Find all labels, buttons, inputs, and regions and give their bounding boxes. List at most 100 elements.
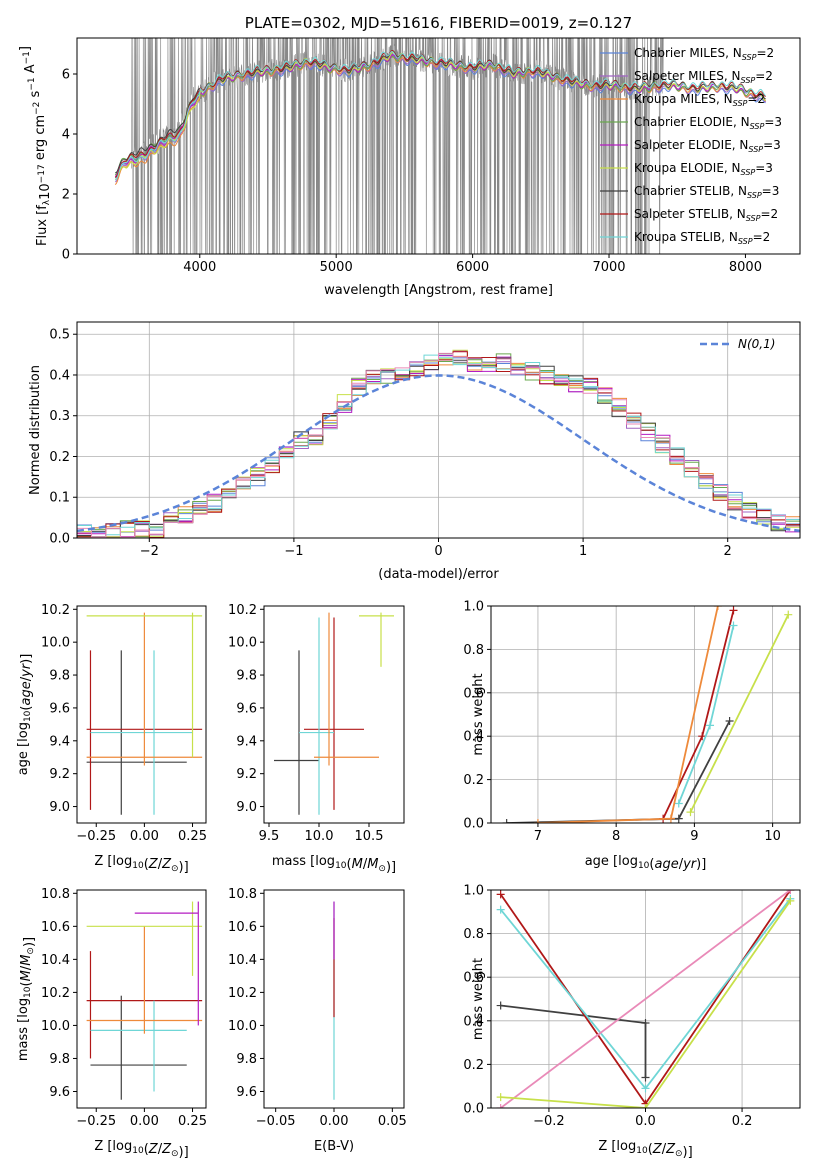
panel-spectrum: 4000 5000 6000 7000 8000 0 2 4 6 PLATE=0302, MJD=… xyxy=(18,14,801,298)
y-tick-label: 0.8 xyxy=(463,643,484,658)
x-tick-label: 0 xyxy=(434,544,442,559)
y-tick-label: 0.4 xyxy=(49,368,70,383)
x-tick-label: 8000 xyxy=(729,260,762,275)
y-tick-label: 1.0 xyxy=(463,600,484,615)
weight-marker xyxy=(674,814,683,823)
x-tick-label: −0.2 xyxy=(533,1114,565,1129)
y-tick-label: 9.4 xyxy=(236,734,257,749)
y-tick-label: 10.2 xyxy=(41,603,70,618)
y-tick-label: 9.4 xyxy=(49,734,70,749)
axes-frame xyxy=(76,889,207,1109)
weight-marker xyxy=(784,610,793,619)
histogram-10 xyxy=(77,352,800,538)
weight-line-2 xyxy=(662,610,735,820)
y-tick-label: 10.2 xyxy=(41,986,70,1001)
y-tick-label: 0.5 xyxy=(49,328,70,343)
axes-frame xyxy=(76,605,207,824)
weight-marker xyxy=(786,890,795,894)
y-tick-label: 9.6 xyxy=(49,701,70,716)
spectrum-plot-area xyxy=(114,38,766,254)
weight-line-5 xyxy=(689,614,790,813)
x-axis-label: (data-model)/error xyxy=(378,567,499,582)
x-tick-label: 10.0 xyxy=(305,829,334,844)
x-axis-label: age [log10(age/yr)] xyxy=(585,854,707,872)
x-tick-label: 9.5 xyxy=(259,829,280,844)
x-tick-label: 0.00 xyxy=(130,1114,159,1129)
weight-marker xyxy=(496,1093,505,1102)
y-tick-label: 10.8 xyxy=(228,887,257,902)
y-tick-label: 0.0 xyxy=(463,817,484,832)
mass-vs-z-plot-area xyxy=(86,901,203,1100)
y-tick-label: 9.0 xyxy=(49,800,70,815)
y-axis-label: mass [log10(M/M⊙)] xyxy=(16,937,37,1061)
y-tick-label: 9.6 xyxy=(49,1085,70,1100)
weight-marker xyxy=(674,799,683,808)
weight-marker xyxy=(641,1104,650,1108)
x-axis-label: E(B-V) xyxy=(314,1139,354,1154)
y-tick-label: 0 xyxy=(62,248,70,263)
y-axis-label: Flux [fλ10−17 erg cm−2 s−1 A−1] xyxy=(18,46,53,246)
age-vs-mass-plot-area xyxy=(274,612,394,815)
y-tick-label: 9.6 xyxy=(236,1085,257,1100)
y-tick-label: 0.0 xyxy=(463,1102,484,1117)
x-tick-label: 6000 xyxy=(456,260,489,275)
legend-entry: Salpeter ELODIE, NSSP=3 xyxy=(634,138,781,154)
x-tick-label: 8 xyxy=(612,829,620,844)
x-tick-label: −0.25 xyxy=(76,829,116,844)
x-tick-label: 7 xyxy=(534,829,542,844)
y-tick-label: 10.4 xyxy=(228,953,257,968)
y-axis-label: mass weight xyxy=(471,673,486,755)
axes-frame xyxy=(490,605,801,824)
x-tick-label: 9 xyxy=(690,829,698,844)
x-tick-label: −0.25 xyxy=(76,1114,116,1129)
y-tick-label: 6 xyxy=(62,68,70,83)
panel-residuals: −2 −1 0 1 2 0.0 0.1 0.2 0.3 0.4 0.5 (data-model)/er… xyxy=(28,321,801,582)
y-tick-label: 10.8 xyxy=(41,887,70,902)
age-vs-z-plot-area xyxy=(86,612,203,815)
weight-vs-z-plot-area xyxy=(496,890,795,1108)
weight-marker xyxy=(686,808,695,817)
weight-line-5 xyxy=(500,900,792,1108)
observed-spectrum xyxy=(131,38,664,254)
y-tick-label: 4 xyxy=(62,128,70,143)
y-axis-label: mass weight xyxy=(471,958,486,1040)
y-tick-label: 0.2 xyxy=(463,773,484,788)
y-tick-label: 10.2 xyxy=(228,603,257,618)
weight-marker xyxy=(786,896,795,905)
y-tick-label: 9.8 xyxy=(236,669,257,684)
model-line-9 xyxy=(114,50,766,181)
x-tick-label: 0.25 xyxy=(178,829,207,844)
weight-marker xyxy=(729,606,738,615)
weight-marker xyxy=(496,1104,505,1108)
residual-plot-area xyxy=(77,349,800,538)
y-tick-label: 10.0 xyxy=(228,636,257,651)
panel-mass-vs-z: −0.25 0.00 0.25 9.6 9.8 10.0 10.2 10.4 10.6 10.8 Z… xyxy=(16,887,207,1160)
y-tick-label: 0.0 xyxy=(49,532,70,547)
y-tick-label: 9.6 xyxy=(236,701,257,716)
y-tick-label: 10.6 xyxy=(41,920,70,935)
x-tick-label: −2 xyxy=(140,544,159,559)
weight-marker xyxy=(641,1018,650,1027)
axes-frame xyxy=(76,37,801,255)
weight-marker xyxy=(713,606,722,610)
weight-marker xyxy=(496,890,505,899)
weight-marker xyxy=(496,1001,505,1010)
x-axis-label: wavelength [Angstrom, rest frame] xyxy=(324,283,553,298)
legend-entry: Kroupa ELODIE, NSSP=3 xyxy=(634,161,773,177)
y-tick-label: 0.4 xyxy=(463,1014,484,1029)
y-tick-label: 10.2 xyxy=(228,986,257,1001)
legend-entry: Kroupa STELIB, NSSP=2 xyxy=(634,230,770,246)
legend-entry: Chabrier MILES, NSSP=2 xyxy=(634,46,774,62)
axes-frame xyxy=(263,605,405,824)
y-tick-label: 10.6 xyxy=(228,920,257,935)
x-tick-label: 2 xyxy=(724,544,732,559)
panel-weight-vs-age: 7 8 9 10 0.0 0.2 0.4 0.6 0.8 1.0 mass weight age [l… xyxy=(463,600,801,872)
x-tick-label: 0.00 xyxy=(130,829,159,844)
y-tick-label: 9.2 xyxy=(236,767,257,782)
x-tick-label: −1 xyxy=(284,544,303,559)
x-axis-label: Z [log10(Z/Z⊙)] xyxy=(94,1139,188,1160)
x-tick-label: 0.05 xyxy=(378,1114,407,1129)
legend-entry: Salpeter STELIB, NSSP=2 xyxy=(634,207,778,223)
weight-marker xyxy=(533,819,542,823)
